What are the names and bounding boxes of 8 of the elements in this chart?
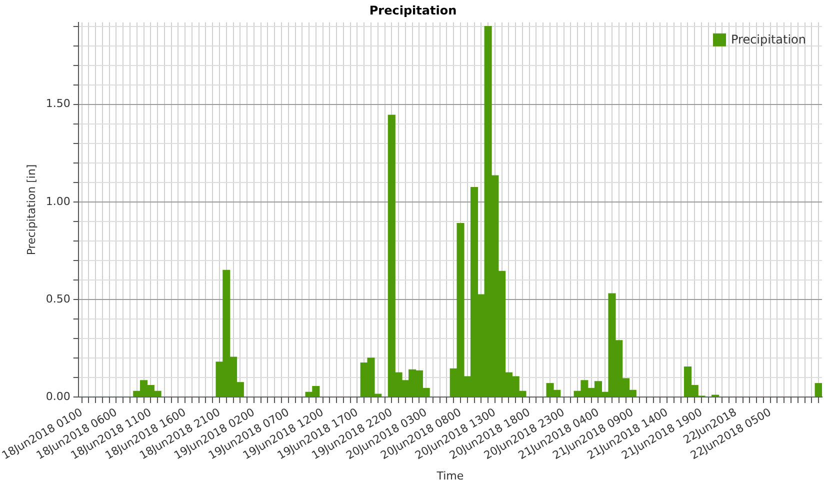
y-axis-title: Precipitation [in]	[25, 164, 38, 256]
chart-title: Precipitation	[369, 3, 457, 18]
y-tick-label: 1.00	[46, 194, 70, 208]
x-axis-title: Time	[436, 469, 464, 482]
legend-label: Precipitation	[730, 32, 806, 47]
y-tick-label: 0.00	[46, 390, 70, 403]
y-tick-label: 0.50	[46, 292, 70, 306]
y-tick-label: 1.50	[46, 97, 70, 110]
